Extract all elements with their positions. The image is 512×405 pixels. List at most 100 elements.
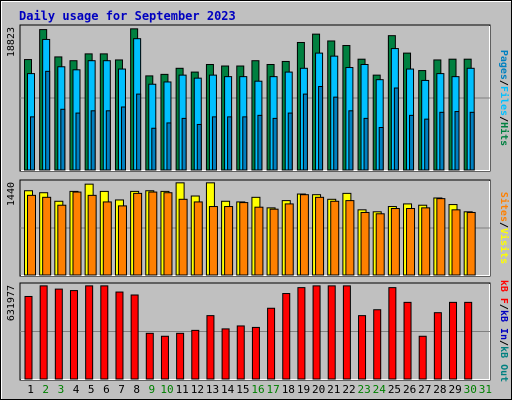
x-tick-label: 7 (118, 383, 125, 396)
bar-pages-day-18 (287, 112, 293, 171)
bar-sites-day-7 (117, 205, 127, 276)
x-tick-label: 26 (403, 383, 416, 396)
bar-pages-day-20 (318, 86, 324, 171)
chart-title: Daily usage for September 2023 (19, 9, 236, 23)
x-tick-label: 2 (42, 383, 49, 396)
x-tick-label: 9 (149, 383, 156, 396)
bar-kbytes-day-26 (403, 301, 412, 380)
bar-sites-day-9 (148, 191, 158, 276)
bar-sites-day-25 (390, 208, 400, 276)
bar-pages-day-16 (257, 114, 263, 171)
bar-kbytes-day-12 (191, 329, 200, 380)
bar-sites-day-11 (178, 198, 188, 276)
bar-sites-day-13 (208, 206, 218, 276)
bar-sites-day-18 (284, 203, 294, 276)
bar-sites-day-20 (315, 196, 325, 276)
x-tick-label: 8 (133, 383, 140, 396)
x-tick-label: 22 (342, 383, 355, 396)
bar-pages-day-6 (105, 110, 111, 171)
bar-kbytes-day-18 (282, 293, 291, 380)
legend-entry: Files (498, 86, 510, 116)
bar-sites-day-1 (27, 194, 36, 276)
x-tick-label: 5 (88, 383, 95, 396)
bar-sites-day-29 (451, 209, 461, 276)
bar-pages-day-27 (424, 118, 430, 171)
bar-kbytes-day-28 (433, 312, 442, 380)
kbytes-panel: 631977 kB F/kB In/kB Out (6, 280, 509, 382)
legend-entry: / (498, 80, 509, 86)
bar-pages-day-4 (75, 112, 81, 171)
bar-kbytes-day-30 (464, 301, 473, 380)
x-tick-label: 1 (27, 383, 34, 396)
bar-pages-day-14 (227, 116, 233, 171)
bar-pages-day-22 (348, 110, 354, 171)
bar-kbytes-day-23 (358, 315, 367, 380)
legend-entry: kB Out (498, 346, 509, 382)
bar-sites-day-4 (72, 191, 82, 276)
bar-sites-day-8 (133, 192, 143, 276)
bar-pages-day-17 (272, 117, 278, 171)
bar-kbytes-day-27 (418, 335, 427, 380)
bar-sites-day-28 (436, 198, 446, 276)
bar-kbytes-day-6 (100, 285, 109, 380)
x-tick-label: 19 (297, 383, 310, 396)
bar-pages-day-29 (454, 111, 460, 171)
bar-kbytes-day-4 (69, 290, 78, 380)
bar-sites-day-10 (163, 192, 173, 276)
bar-pages-day-12 (196, 123, 202, 171)
bar-pages-day-11 (181, 117, 187, 171)
bar-pages-day-13 (211, 116, 217, 171)
legend-entry: Hits (498, 122, 510, 146)
x-tick-label: 6 (103, 383, 110, 396)
legend-entry: / (498, 116, 509, 122)
bar-pages-day-9 (151, 127, 157, 171)
x-tick-label: 17 (267, 383, 280, 396)
bar-sites-day-23 (360, 211, 370, 276)
bar-kbytes-day-19 (297, 287, 306, 380)
bar-kbytes-day-8 (130, 294, 139, 380)
x-tick-label: 25 (388, 383, 401, 396)
legend: Sites/Visits (498, 192, 510, 264)
bar-sites-day-17 (269, 208, 279, 276)
bar-kbytes-day-15 (236, 325, 245, 380)
bar-pages-day-10 (166, 122, 172, 171)
bar-kbytes-day-10 (160, 335, 169, 380)
bar-sites-day-27 (421, 207, 431, 276)
legend: kB F/kB In/kB Out (498, 280, 509, 382)
bar-pages-day-7 (120, 106, 126, 171)
legend-entry: / (498, 222, 509, 228)
bar-kbytes-day-29 (449, 301, 458, 380)
bar-kbytes-day-2 (39, 285, 48, 380)
legend-entry: Pages (498, 50, 509, 80)
x-tick-label: 13 (206, 383, 219, 396)
bar-kbytes-day-25 (388, 287, 397, 380)
bar-pages-day-2 (45, 70, 51, 171)
bar-sites-day-6 (102, 201, 112, 276)
x-tick-label: 24 (373, 383, 387, 396)
x-tick-label: 27 (418, 383, 431, 396)
bar-pages-day-5 (90, 110, 96, 171)
bar-pages-day-1 (30, 116, 35, 171)
bar-pages-day-21 (333, 96, 339, 171)
x-tick-label: 18 (282, 383, 295, 396)
bar-kbytes-day-24 (373, 309, 382, 380)
x-tick-label: 21 (327, 383, 340, 396)
bar-kbytes-day-13 (206, 315, 215, 380)
bar-pages-day-30 (469, 111, 475, 171)
legend: Pages/Files/Hits (498, 50, 510, 146)
bar-sites-day-30 (466, 211, 476, 276)
series-pages (30, 70, 475, 171)
legend-entry: / (498, 340, 509, 346)
legend-entry: / (498, 304, 509, 310)
series-sites (27, 191, 476, 276)
y-max-label: 18823 (6, 27, 17, 57)
x-tick-label: 29 (448, 383, 461, 396)
x-tick-label: 12 (191, 383, 204, 396)
bar-kbytes-day-17 (267, 307, 276, 380)
bar-kbytes-day-16 (251, 326, 260, 380)
bar-pages-day-25 (393, 87, 399, 171)
bar-kbytes-day-14 (221, 328, 230, 380)
bar-sites-day-5 (87, 194, 97, 276)
